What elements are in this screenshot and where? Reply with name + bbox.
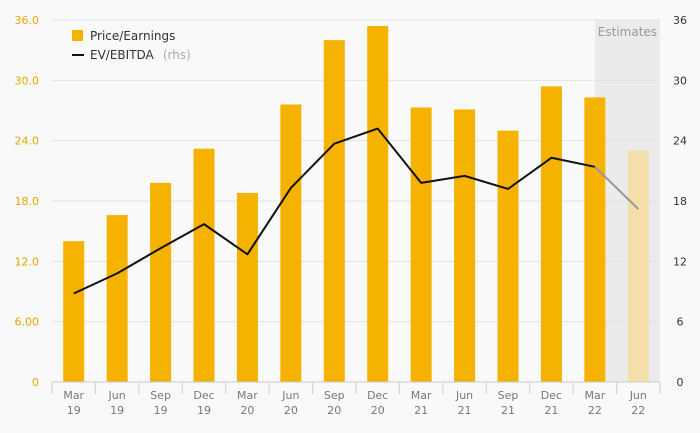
x-tick-label-year: 19 (110, 404, 124, 417)
price-earnings-bar (280, 104, 302, 382)
x-tick-label-year: 20 (240, 404, 254, 417)
estimates-label: Estimates (598, 25, 657, 39)
x-tick-label-year: 20 (371, 404, 385, 417)
x-tick-label-year: 19 (197, 404, 211, 417)
gridlines (52, 19, 660, 323)
x-tick-label-year: 21 (501, 404, 515, 417)
y-left-tick-label: 36.0 (15, 14, 40, 27)
price-earnings-bar (106, 215, 128, 382)
x-tick-label-month: Mar (411, 389, 432, 402)
y-right-tick-label: 6 (677, 316, 684, 329)
x-tick-label-month: Jun (629, 389, 647, 402)
x-tick-label-month: Jun (455, 389, 473, 402)
x-tick-label-year: 20 (284, 404, 298, 417)
price-earnings-bar (193, 148, 215, 382)
legend-label-ev-ebitda-group: EV/EBITDA (rhs) (90, 44, 191, 63)
y-left-tick-label: 24.0 (15, 135, 40, 148)
y-left-tick-label: 12.0 (15, 255, 40, 268)
x-tick-label-year: 22 (631, 404, 645, 417)
x-tick-label-month: Dec (367, 389, 388, 402)
x-tick-label-month: Jun (108, 389, 126, 402)
price-earnings-bars (63, 26, 649, 383)
price-earnings-bar (367, 26, 389, 383)
price-earnings-bar (627, 150, 649, 382)
y-right-tick-label: 36 (673, 14, 687, 27)
x-tick-label-month: Sep (324, 389, 345, 402)
legend: Price/Earnings EV/EBITDA (rhs) (72, 29, 191, 63)
x-tick-label-year: 19 (67, 404, 81, 417)
price-earnings-bar (63, 241, 85, 382)
legend-label-ev-ebitda: EV/EBITDA (90, 48, 155, 62)
axes: 0 6.00 12.0 18.0 24.0 30.0 36.0 0 6 12 18 24 30 36 Mar… (15, 14, 688, 417)
y-right-tick-label: 12 (673, 255, 687, 268)
price-earnings-bar (454, 109, 476, 382)
ev-ebitda-line-actual (73, 127, 596, 295)
x-tick-label-month: Mar (237, 389, 258, 402)
price-earnings-bar (323, 40, 345, 382)
price-earnings-bar (150, 182, 172, 382)
y-left-tick-label: 18.0 (15, 195, 40, 208)
x-tick-label-year: 21 (414, 404, 428, 417)
price-earnings-bar (410, 107, 432, 382)
x-tick-label-month: Jun (281, 389, 299, 402)
y-right-tick-label: 0 (677, 376, 684, 389)
x-tick-label-year: 21 (458, 404, 472, 417)
y-right-tick-label: 18 (673, 195, 687, 208)
x-tick-label-year: 20 (327, 404, 341, 417)
x-tick-label-year: 21 (544, 404, 558, 417)
y-left-tick-label: 0 (32, 376, 39, 389)
ev-ebitda-line (73, 127, 639, 295)
price-earnings-bar (236, 192, 258, 382)
y-left-tick-label: 6.00 (15, 316, 40, 329)
x-tick-label-month: Mar (584, 389, 605, 402)
ev-ebitda-line-estimate (594, 166, 639, 210)
y-left-tick-label: 30.0 (15, 74, 40, 87)
x-tick-label-month: Dec (541, 389, 562, 402)
x-tick-label-month: Sep (498, 389, 519, 402)
price-earnings-bar (584, 97, 606, 382)
x-tick-label-month: Dec (193, 389, 214, 402)
x-tick-label-year: 22 (588, 404, 602, 417)
legend-swatch-price-earnings (72, 30, 83, 41)
legend-label-rhs: (rhs) (163, 48, 191, 62)
y-right-tick-label: 24 (673, 135, 687, 148)
price-earnings-bar (540, 86, 562, 382)
x-tick-label-year: 19 (154, 404, 168, 417)
legend-label-price-earnings: Price/Earnings (90, 29, 175, 43)
x-tick-label-month: Mar (63, 389, 84, 402)
price-earnings-bar (497, 130, 519, 382)
y-right-tick-label: 30 (673, 74, 687, 87)
x-tick-label-month: Sep (150, 389, 171, 402)
